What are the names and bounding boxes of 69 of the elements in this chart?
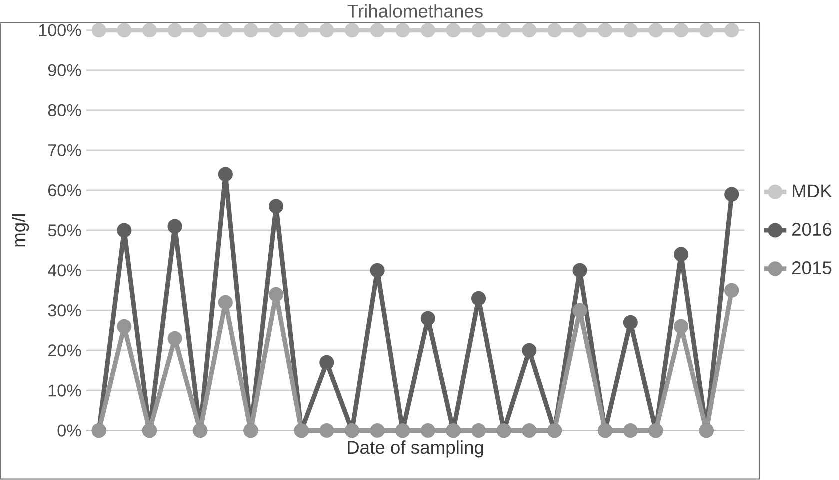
point — [320, 355, 334, 370]
point — [674, 23, 689, 38]
point — [218, 167, 233, 182]
point — [320, 424, 334, 438]
y-tick-label: 50% — [48, 224, 82, 237]
y-tick-label: 80% — [48, 104, 82, 117]
point — [674, 247, 689, 262]
point — [699, 23, 714, 38]
point — [193, 23, 208, 38]
point — [268, 199, 284, 214]
point — [370, 424, 385, 438]
point — [724, 283, 740, 298]
point — [142, 23, 158, 38]
point — [572, 263, 588, 278]
point — [547, 23, 562, 38]
point — [218, 295, 233, 310]
point — [92, 23, 106, 38]
y-tick-label: 20% — [48, 344, 82, 357]
point — [320, 23, 334, 38]
point — [471, 424, 486, 438]
point — [420, 311, 436, 326]
point — [471, 23, 486, 38]
point — [268, 23, 284, 38]
point — [724, 187, 740, 202]
point — [724, 23, 740, 38]
point — [268, 287, 284, 302]
legend-label: 2016 — [792, 223, 832, 236]
y-tick-label: 60% — [48, 184, 82, 197]
point — [218, 23, 233, 38]
point — [168, 331, 182, 346]
point — [471, 291, 486, 306]
y-tick-label: 0% — [58, 424, 82, 437]
point — [117, 23, 132, 38]
point — [496, 23, 512, 38]
point — [370, 23, 385, 38]
y-tick-label: 90% — [48, 64, 82, 77]
legend-label: MDK — [793, 184, 832, 198]
point — [117, 319, 132, 334]
point — [572, 23, 588, 38]
point — [294, 23, 309, 38]
y-tick-label: 40% — [48, 264, 82, 277]
point — [244, 23, 258, 38]
y-tick-label: 10% — [48, 384, 82, 397]
point — [117, 223, 132, 238]
y-axis-title: mg/l — [12, 214, 30, 247]
point — [522, 343, 537, 358]
point — [623, 424, 638, 438]
point — [572, 303, 588, 318]
x-axis-title: Date of sampling — [348, 440, 484, 458]
point — [420, 424, 436, 438]
point — [623, 315, 638, 330]
y-tick-label: 70% — [48, 144, 82, 157]
y-tick-label: 30% — [48, 304, 82, 317]
point — [598, 23, 613, 38]
point — [344, 23, 360, 38]
chart-title: Trihalomethanes — [348, 4, 483, 18]
point — [168, 23, 182, 38]
point — [446, 23, 461, 38]
point — [623, 23, 638, 38]
point — [648, 23, 664, 38]
point — [522, 424, 537, 438]
y-tick-label: 100% — [39, 24, 82, 37]
point — [674, 319, 689, 334]
point — [370, 263, 385, 278]
point — [168, 219, 182, 234]
point — [420, 23, 436, 38]
point — [396, 23, 410, 38]
legend-label: 2015 — [792, 262, 832, 275]
point — [522, 23, 537, 38]
